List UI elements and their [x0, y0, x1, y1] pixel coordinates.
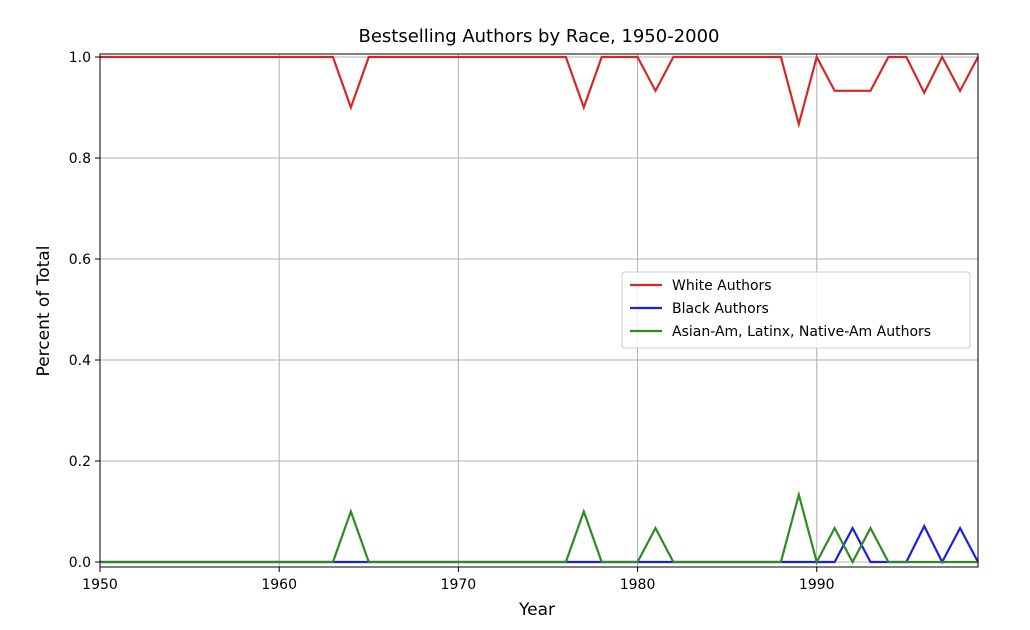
legend-box	[621, 271, 971, 349]
series-lines	[100, 54, 979, 565]
y-tick-label: 0.2	[69, 454, 91, 470]
x-tick-label: 1980	[620, 577, 656, 593]
legend-label: Black Authors	[672, 301, 769, 317]
series-line-0	[100, 54, 979, 129]
legend-label: White Authors	[672, 278, 772, 294]
x-tick-label: 1960	[261, 577, 297, 593]
y-tick-label: 0.6	[69, 252, 91, 268]
y-tick-label: 0.4	[69, 353, 91, 369]
x-tick-label: 1970	[441, 577, 477, 593]
x-axis-label: Year	[518, 600, 555, 620]
x-tick-label: 1950	[82, 577, 118, 593]
series-line-1	[100, 523, 979, 565]
y-tick-label: 1.0	[69, 50, 91, 66]
plot-frame	[99, 53, 979, 568]
series-line-2	[100, 490, 978, 565]
y-tick-label: 0.8	[69, 151, 91, 167]
axis-ticks: 1950 1960 1970 1980 1990 0.0 0.2 0.4 0.6 0.8 1.0	[69, 50, 835, 593]
y-axis-label: Percent of Total	[34, 246, 54, 377]
legend: White Authors Black Authors Asian-Am, Lati…	[621, 271, 971, 349]
chart-title: Bestselling Authors by Race, 1950-2000	[358, 26, 719, 47]
x-tick-label: 1990	[799, 577, 835, 593]
y-tick-label: 0.0	[69, 555, 91, 571]
legend-label: Asian-Am, Latinx, Native-Am Authors	[672, 324, 931, 340]
